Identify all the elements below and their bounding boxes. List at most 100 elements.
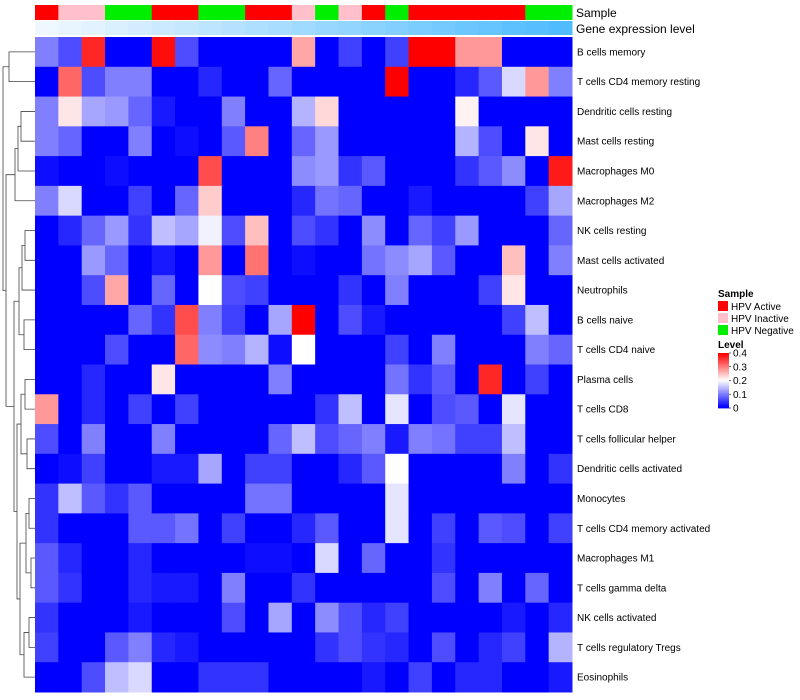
heatmap-cell [81, 66, 106, 98]
heatmap-cell [525, 632, 550, 663]
heatmap-cell [338, 453, 363, 485]
legend-level-gradient-step [718, 399, 729, 402]
heatmap-cell [105, 602, 129, 633]
heatmap-cell [548, 483, 573, 514]
heatmap-cell [455, 334, 480, 365]
gene-annotation-cell [105, 21, 129, 35]
heatmap-cell [35, 543, 59, 574]
legend-sample-swatch [718, 301, 728, 311]
gene-annotation-title: Gene expression level [576, 22, 695, 36]
heatmap-cell [501, 156, 526, 187]
heatmap-cell [385, 424, 410, 455]
heatmap-cell [58, 632, 83, 663]
heatmap-cell [221, 424, 246, 455]
heatmap-cell [455, 364, 480, 395]
heatmap-cell [525, 96, 550, 127]
gene-annotation-cell [268, 21, 293, 35]
heatmap-cell [221, 304, 246, 336]
heatmap-cell [385, 275, 410, 306]
heatmap-cell [291, 334, 316, 365]
legend-level-gradient-step [718, 394, 729, 397]
row-labels: B cells memory T cells CD4 memory resting… [577, 47, 710, 683]
heatmap-cell [81, 424, 106, 455]
heatmap-cell [338, 126, 363, 157]
heatmap-cell [455, 304, 480, 336]
heatmap-cell [548, 662, 573, 693]
heatmap-cell [431, 572, 456, 604]
heatmap-cell [245, 662, 269, 693]
heatmap-cell [151, 156, 176, 187]
heatmap-cell [58, 275, 83, 306]
heatmap-cell [455, 245, 480, 276]
heatmap-cell [361, 275, 386, 306]
heatmap-cell [175, 483, 199, 514]
heatmap-cell [175, 156, 199, 187]
dendrogram-branch [21, 245, 35, 291]
gene-annotation-cell [361, 21, 386, 35]
sample-annotation-cell [338, 5, 363, 20]
heatmap-cell [291, 483, 316, 514]
row-label: B cells naive [577, 315, 634, 326]
dendrogram-branch [2, 66, 9, 291]
heatmap-cell [128, 602, 153, 633]
heatmap-cell [58, 304, 83, 336]
heatmap-cell [58, 364, 83, 395]
legend-level-title: Level [718, 340, 744, 351]
row-label: Monocytes [577, 494, 625, 505]
heatmap-cell [315, 334, 340, 365]
heatmap-cell [361, 185, 386, 217]
legend-level-gradient-step [718, 392, 729, 395]
heatmap-cell [221, 483, 246, 514]
heatmap-cell [151, 483, 176, 514]
heatmap-cell [315, 424, 340, 455]
heatmap-cell [361, 304, 386, 336]
heatmap-cell [35, 96, 59, 127]
heatmap-cell [431, 37, 456, 68]
heatmap-cell [501, 275, 526, 306]
heatmap-cell [81, 304, 106, 336]
heatmap-cell [175, 275, 199, 306]
heatmap-cell [525, 185, 550, 217]
heatmap-cell [291, 66, 316, 98]
heatmap-cell [105, 245, 129, 276]
gene-annotation-cell [58, 21, 83, 35]
heatmap-cell [105, 275, 129, 306]
heatmap-cell [128, 513, 153, 544]
heatmap-cell [58, 37, 83, 68]
heatmap-cell [548, 334, 573, 365]
heatmap-cell [105, 424, 129, 455]
heatmap-cell [35, 156, 59, 187]
heatmap-cell [105, 126, 129, 157]
dendrogram-branch [8, 51, 35, 83]
heatmap-cell [128, 215, 153, 246]
heatmap-cell [455, 543, 480, 574]
heatmap-cell [525, 394, 550, 425]
heatmap-cell [221, 185, 246, 217]
gene-annotation-cell [525, 21, 550, 35]
legend-level-gradient-step [718, 365, 729, 368]
heatmap-cell [431, 602, 456, 633]
heatmap-cell [315, 37, 340, 68]
heatmap-cell [198, 424, 223, 455]
heatmap-cell [128, 483, 153, 514]
heatmap-cell [315, 185, 340, 217]
heatmap-cell [175, 66, 199, 98]
legend-level-gradient-step [718, 368, 729, 370]
heatmap-cell [291, 156, 316, 187]
heatmap-cell [291, 632, 316, 663]
gene-annotation-cell [501, 21, 526, 35]
heatmap-cell [128, 96, 153, 127]
heatmap-cell [221, 275, 246, 306]
heatmap-cell [501, 334, 526, 365]
heatmap-cell [338, 275, 363, 306]
legend-level-gradient-step [718, 387, 729, 390]
heatmap-cell [455, 483, 480, 514]
heatmap-cell [548, 37, 573, 68]
gene-annotation-cell [315, 21, 340, 35]
heatmap-cell [455, 602, 480, 633]
heatmap-cell [151, 453, 176, 485]
heatmap-cell [35, 662, 59, 693]
heatmap-cell [128, 394, 153, 425]
